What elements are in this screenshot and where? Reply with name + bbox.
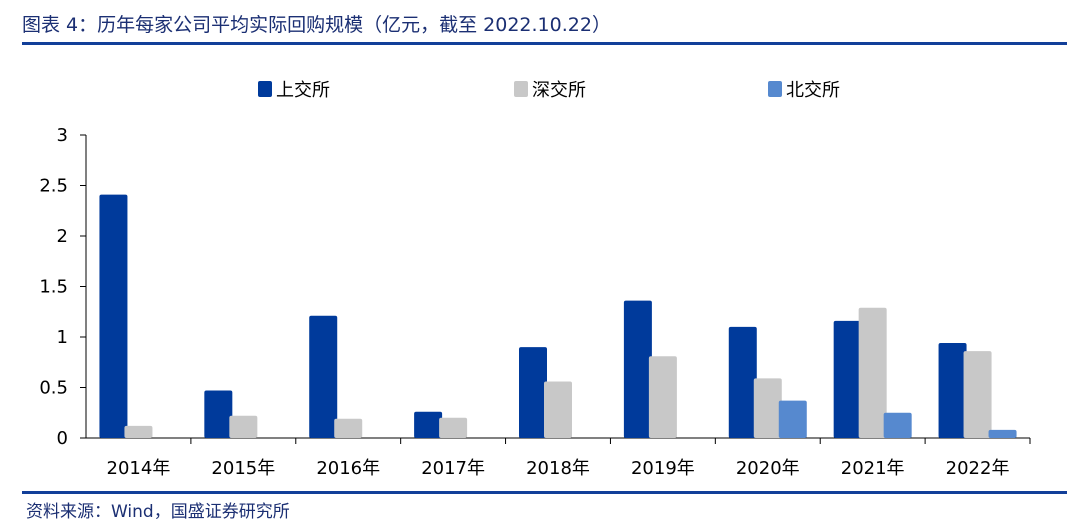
bar — [648, 356, 677, 438]
x-tick-label: 2017年 — [421, 458, 485, 479]
bar — [439, 417, 468, 438]
legend-label: 上交所 — [276, 80, 330, 101]
bar — [938, 343, 967, 438]
y-tick-label: 2 — [57, 226, 68, 247]
bar — [204, 390, 233, 438]
bar — [858, 307, 887, 438]
bar — [988, 429, 1017, 438]
x-tick-label: 2020年 — [736, 458, 800, 479]
bar — [229, 415, 258, 438]
bar — [124, 425, 153, 438]
x-tick-label: 2015年 — [211, 458, 275, 479]
y-tick-label: 1 — [57, 327, 68, 348]
x-tick-label: 2018年 — [526, 458, 590, 479]
y-tick-label: 0 — [57, 428, 68, 449]
legend-swatch — [768, 81, 782, 97]
y-tick-label: 3 — [57, 125, 68, 146]
bar — [623, 300, 652, 438]
legend-swatch — [258, 81, 272, 97]
footer-divider — [22, 491, 1067, 494]
legend-swatch — [514, 81, 528, 97]
bar — [833, 320, 862, 438]
x-tick-label: 2016年 — [316, 458, 380, 479]
x-tick-label: 2019年 — [631, 458, 695, 479]
y-tick-label: 0.5 — [39, 378, 68, 399]
bar — [883, 412, 912, 438]
bar — [963, 351, 992, 438]
chart-header: 图表 4：历年每家公司平均实际回购规模（亿元，截至 2022.10.22） — [22, 8, 1067, 45]
source-note: 资料来源：Wind，国盛证券研究所 — [26, 502, 290, 522]
bar — [414, 411, 443, 438]
bar-chart: 0 0.5 1 1.5 2 2.5 3 2014年 2015年 2016年 2017年 2018年 20… — [39, 80, 1031, 479]
bar — [544, 381, 572, 438]
y-tick-label: 2.5 — [39, 176, 68, 197]
x-tick-label: 2021年 — [841, 458, 905, 479]
x-tick-label: 2022年 — [946, 458, 1010, 479]
x-tick-label: 2014年 — [107, 458, 171, 479]
y-tick-label: 1.5 — [39, 277, 68, 298]
bar — [309, 315, 338, 438]
bar — [753, 378, 782, 438]
bar — [728, 326, 757, 438]
bar — [778, 400, 807, 438]
legend-label: 北交所 — [786, 80, 840, 101]
bar — [334, 418, 363, 438]
chart-title: 图表 4：历年每家公司平均实际回购规模（亿元，截至 2022.10.22） — [22, 14, 611, 36]
bar — [519, 347, 547, 438]
bar — [99, 194, 128, 438]
legend-label: 深交所 — [532, 80, 586, 101]
